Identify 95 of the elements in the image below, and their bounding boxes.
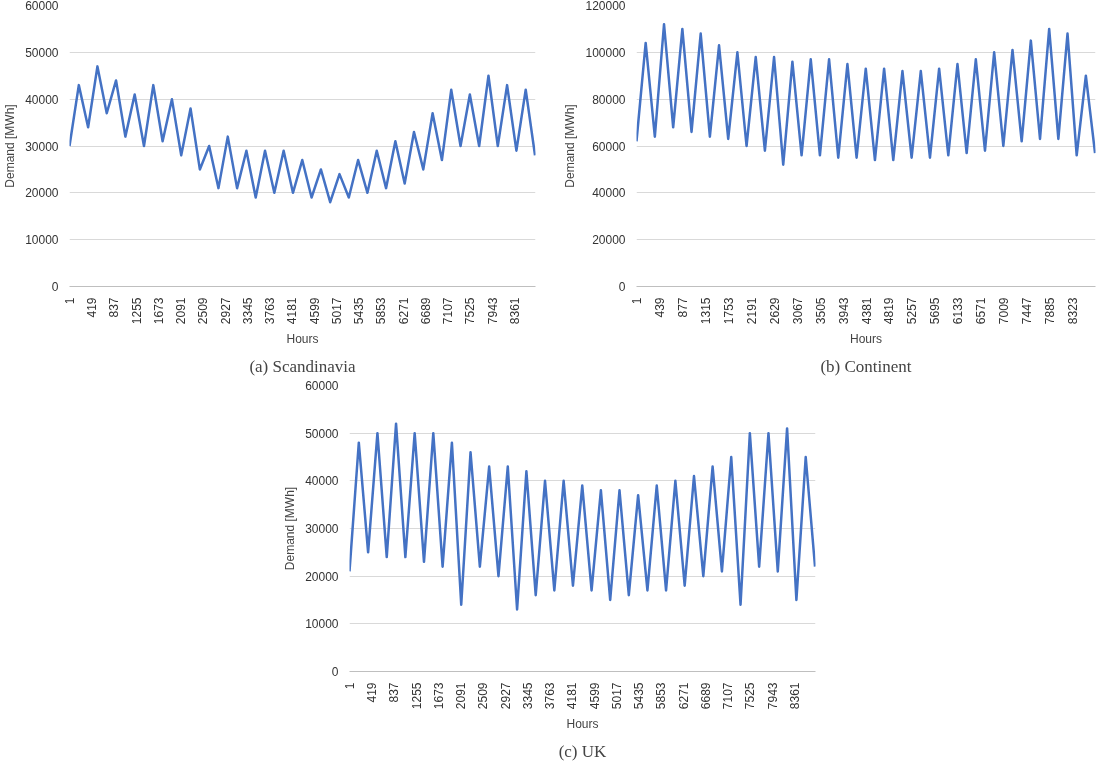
- x-tick-label: 7885: [1043, 297, 1058, 325]
- x-tick-label: 1753: [721, 297, 736, 325]
- y-tick-label: 100000: [585, 45, 626, 60]
- x-tick-label: 7009: [997, 297, 1012, 325]
- x-tick-label: 7107: [721, 682, 736, 710]
- x-tick-label: 8361: [507, 297, 522, 325]
- x-tick-label: 4599: [307, 297, 322, 325]
- x-tick-label: 5257: [905, 297, 920, 325]
- line-series: [349, 422, 816, 611]
- x-axis-title: Hours: [286, 332, 319, 347]
- x-tick-label: 5695: [928, 297, 943, 325]
- x-tick-label: 2629: [767, 297, 782, 325]
- y-axis-title: Demand [MWh]: [563, 104, 578, 188]
- x-tick-label: 439: [652, 297, 667, 318]
- x-tick-label: 1315: [698, 297, 713, 325]
- text: (c) UK: [558, 741, 608, 761]
- x-tick-label: 7447: [1020, 297, 1035, 325]
- x-tick-label: 3345: [240, 297, 255, 325]
- x-tick-label: 419: [365, 682, 380, 703]
- x-tick-label: 5853: [374, 297, 389, 325]
- x-tick-label: 2509: [196, 297, 211, 325]
- x-tick-label: 3067: [790, 297, 805, 325]
- x-axis-title: Hours: [850, 332, 883, 347]
- x-tick-label: 3943: [836, 297, 851, 325]
- x-tick-label: 2091: [174, 297, 189, 325]
- x-tick-label: 2191: [744, 297, 759, 325]
- x-tick-label: 7943: [485, 297, 500, 325]
- x-tick-label: 7943: [765, 682, 780, 710]
- y-tick-label: 10000: [305, 617, 339, 632]
- x-tick-label: 6133: [951, 297, 966, 325]
- x-tick-label: 6271: [676, 682, 691, 710]
- y-tick-label: 50000: [305, 426, 339, 441]
- x-tick-label: 5435: [632, 682, 647, 710]
- x-tick-label: 837: [387, 682, 402, 703]
- x-tick-label: 419: [85, 297, 100, 318]
- y-tick-label: 30000: [25, 139, 59, 154]
- x-tick-label: 3763: [543, 682, 558, 710]
- y-tick-label: 20000: [592, 233, 626, 248]
- x-tick-label: 7525: [743, 682, 758, 710]
- x-tick-label: 1: [343, 682, 357, 690]
- y-tick-label: 40000: [25, 92, 59, 107]
- x-tick-label: 2927: [218, 297, 233, 325]
- y-tick-label: 20000: [305, 569, 339, 584]
- x-tick-label: 4381: [859, 297, 874, 325]
- x-tick-label: 4819: [882, 297, 897, 325]
- x-tick-label: 1255: [409, 682, 424, 710]
- y-tick-label: 0: [51, 280, 59, 294]
- x-tick-label: 7525: [463, 297, 478, 325]
- x-tick-label: 8323: [1066, 297, 1081, 325]
- x-tick-label: 5853: [654, 682, 669, 710]
- x-tick-label: 5017: [329, 297, 344, 325]
- x-tick-label: 4599: [587, 682, 602, 710]
- y-tick-label: 40000: [305, 474, 339, 489]
- line-series: [69, 65, 536, 204]
- x-tick-label: 5017: [609, 682, 624, 710]
- x-tick-label: 5435: [352, 297, 367, 325]
- y-tick-label: 60000: [592, 139, 626, 154]
- x-tick-label: 1673: [431, 682, 446, 710]
- x-tick-label: 2509: [476, 682, 491, 710]
- x-tick-label: 4181: [565, 682, 580, 710]
- y-tick-label: 0: [618, 280, 626, 294]
- x-tick-label: 3763: [263, 297, 278, 325]
- x-tick-label: 837: [107, 297, 122, 318]
- text: (a) Scandinavia: [249, 356, 357, 376]
- y-tick-label: 60000: [305, 379, 339, 393]
- y-tick-label: 120000: [585, 0, 626, 13]
- x-tick-label: 6689: [418, 297, 433, 325]
- y-tick-label: 20000: [25, 186, 59, 201]
- y-axis-title: Demand [MWh]: [283, 486, 298, 571]
- x-tick-label: 3505: [813, 297, 828, 325]
- x-tick-label: 1255: [129, 297, 144, 325]
- x-tick-label: 6689: [698, 682, 713, 710]
- y-tick-label: 50000: [25, 45, 59, 60]
- x-tick-label: 2091: [454, 682, 469, 710]
- y-axis-title: Demand [MWh]: [3, 104, 18, 188]
- x-tick-label: 4181: [285, 297, 300, 325]
- x-axis-title: Hours: [566, 717, 599, 732]
- line-series: [636, 22, 1096, 166]
- text: (b) Continent: [820, 356, 912, 376]
- x-tick-label: 1: [63, 297, 77, 305]
- x-tick-label: 6271: [396, 297, 411, 325]
- x-tick-label: 6571: [974, 297, 989, 325]
- x-tick-label: 877: [675, 297, 690, 318]
- x-tick-label: 8361: [787, 682, 802, 710]
- x-tick-label: 3345: [520, 682, 535, 710]
- y-tick-label: 10000: [25, 233, 59, 248]
- y-tick-label: 30000: [305, 522, 339, 536]
- y-tick-label: 80000: [592, 92, 626, 107]
- y-tick-label: 0: [331, 665, 339, 679]
- x-tick-label: 1: [630, 297, 644, 305]
- x-tick-label: 7107: [441, 297, 456, 325]
- y-tick-label: 60000: [25, 0, 59, 13]
- x-tick-label: 2927: [498, 682, 513, 710]
- y-tick-label: 40000: [592, 186, 626, 201]
- x-tick-label: 1673: [151, 297, 166, 325]
